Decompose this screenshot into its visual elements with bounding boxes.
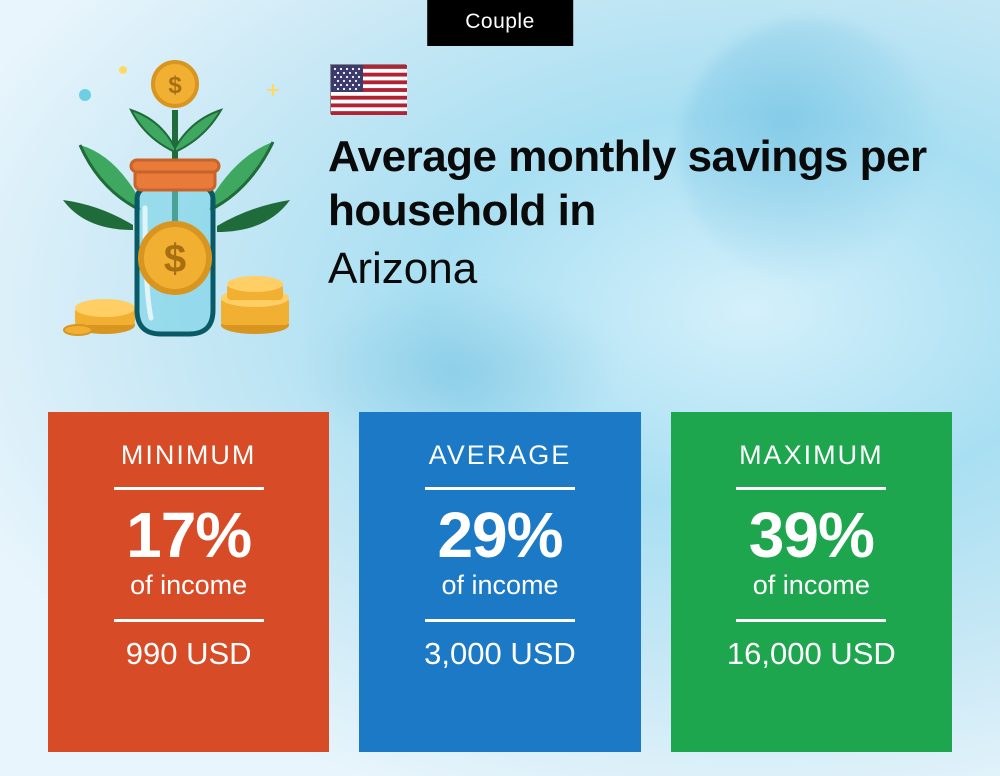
divider <box>114 619 264 622</box>
divider <box>425 487 575 490</box>
household-badge: Couple <box>427 0 573 46</box>
title-block: Average monthly savings per household in… <box>328 130 960 296</box>
card-sub: of income <box>441 570 558 601</box>
card-usd: 16,000 USD <box>727 636 896 672</box>
card-label: MAXIMUM <box>739 440 884 471</box>
savings-jar-illustration: $ $ <box>45 40 305 340</box>
card-percent: 17% <box>126 498 251 572</box>
title-bold: Average monthly savings per household in <box>328 130 960 237</box>
divider <box>114 487 264 490</box>
divider <box>736 487 886 490</box>
stat-card-minimum: MINIMUM 17% of income 990 USD <box>48 412 329 752</box>
usa-flag-icon <box>330 64 406 114</box>
card-sub: of income <box>753 570 870 601</box>
svg-text:$: $ <box>168 72 182 99</box>
card-label: MINIMUM <box>121 440 256 471</box>
stat-card-average: AVERAGE 29% of income 3,000 USD <box>359 412 640 752</box>
divider <box>425 619 575 622</box>
stat-cards: MINIMUM 17% of income 990 USD AVERAGE 29… <box>48 412 952 752</box>
card-usd: 990 USD <box>126 636 252 672</box>
stat-card-maximum: MAXIMUM 39% of income 16,000 USD <box>671 412 952 752</box>
title-location: Arizona <box>328 241 960 296</box>
card-usd: 3,000 USD <box>424 636 576 672</box>
divider <box>736 619 886 622</box>
card-percent: 39% <box>749 498 874 572</box>
card-percent: 29% <box>437 498 562 572</box>
card-sub: of income <box>130 570 247 601</box>
svg-text:$: $ <box>164 237 186 281</box>
card-label: AVERAGE <box>429 440 572 471</box>
